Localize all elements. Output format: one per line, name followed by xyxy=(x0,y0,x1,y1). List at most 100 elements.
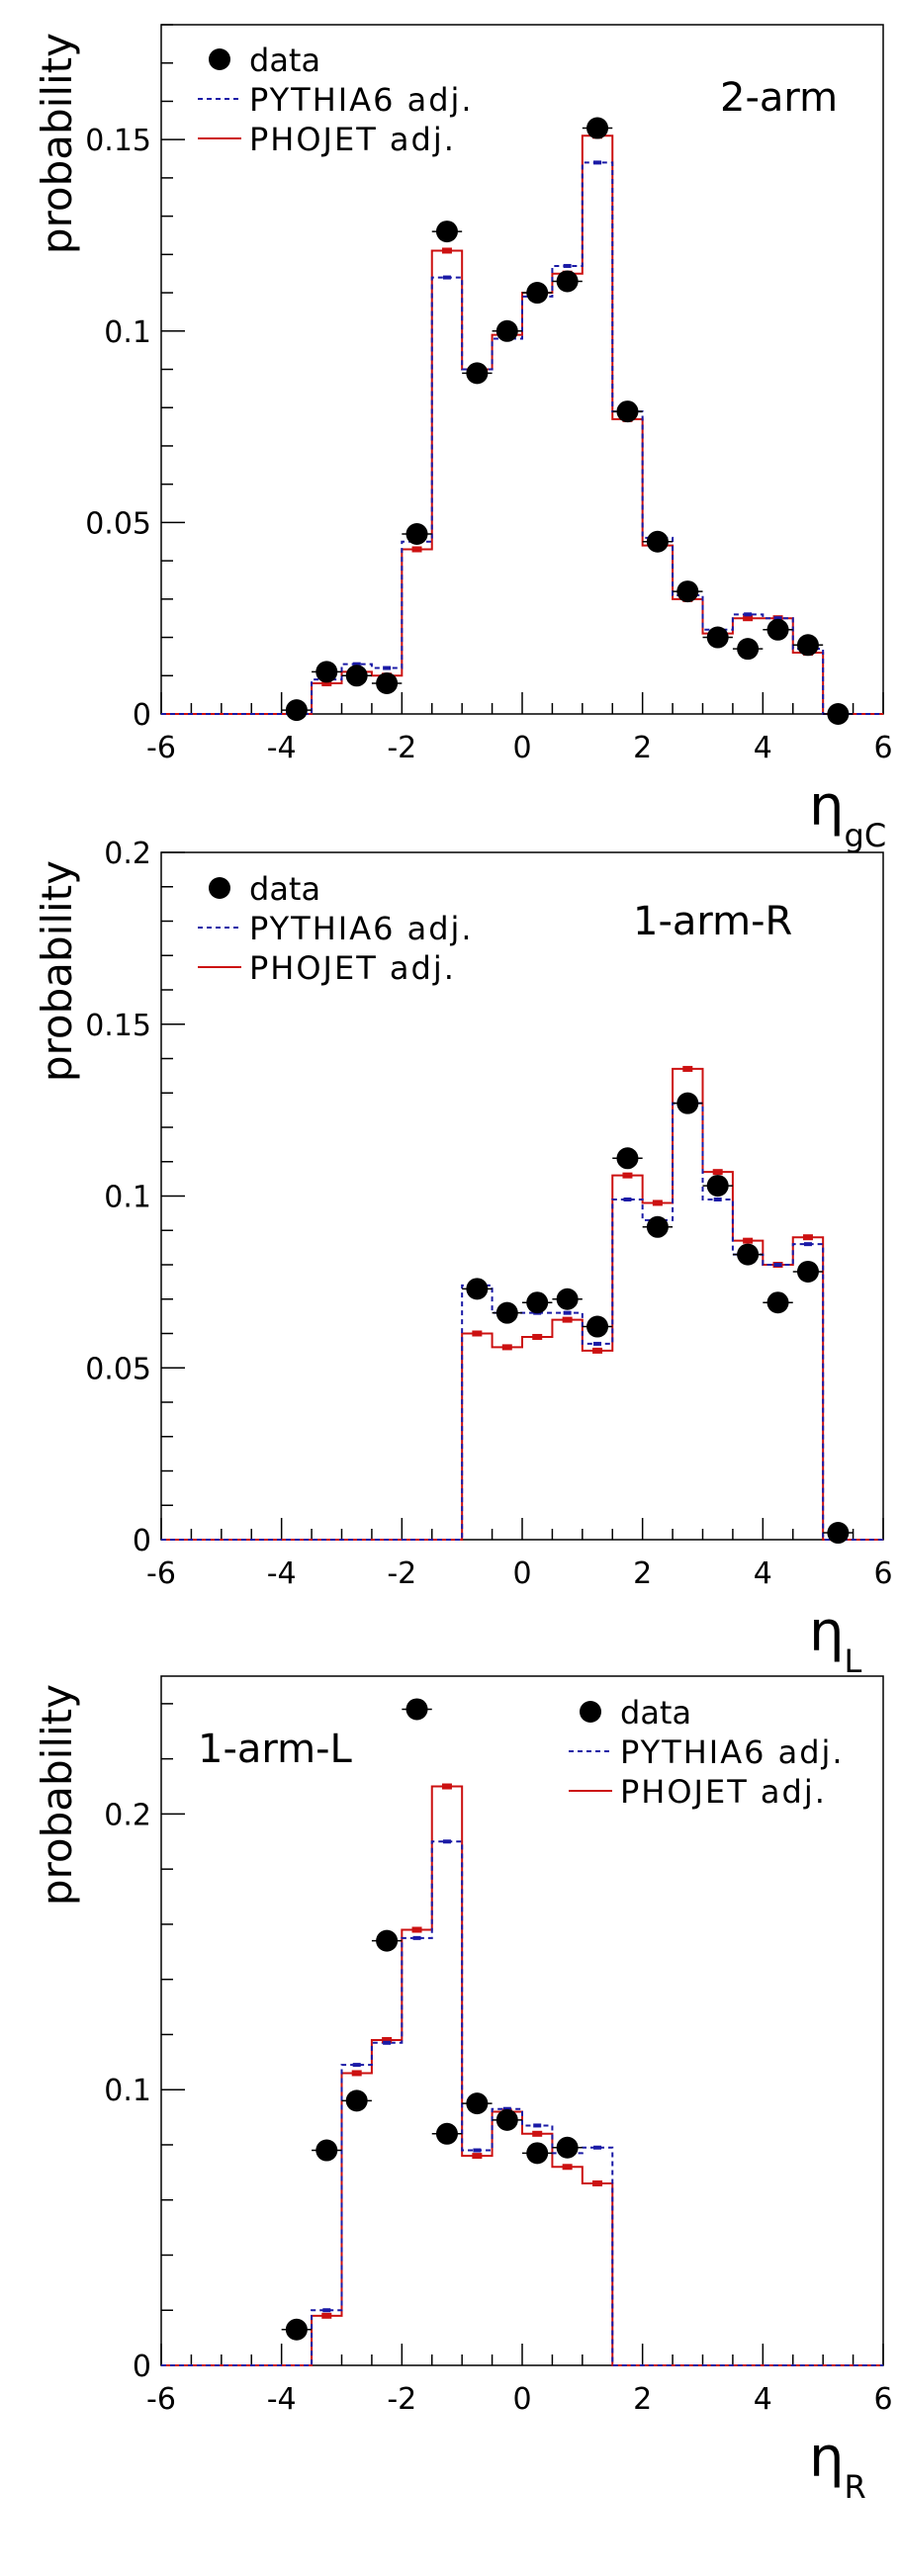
y-tick-label: 0.2 xyxy=(104,1798,151,1832)
data-point xyxy=(526,1291,549,1314)
y-tick-label: 0.2 xyxy=(104,837,151,871)
phojet-bin-marker xyxy=(532,1333,543,1340)
data-point xyxy=(495,319,518,342)
data-point xyxy=(796,634,819,657)
phojet-bin-marker xyxy=(622,1172,633,1179)
y-tick-label: 0.15 xyxy=(85,1009,151,1043)
panel-label: 1-arm-L xyxy=(198,1727,353,1772)
data-point xyxy=(616,400,639,423)
chart-panel-2: -6 -4 -2 0 2 4 6 0 0.05 0.1 0.15 0.2 probability ηL 1-… xyxy=(33,837,893,1680)
data-point xyxy=(646,530,669,553)
y-tick-label: 0.05 xyxy=(85,506,151,541)
x-tick-label: 2 xyxy=(633,1556,652,1591)
data-point xyxy=(405,523,428,546)
data-point xyxy=(285,699,308,722)
data-point xyxy=(376,1929,399,1952)
legend-data-marker xyxy=(580,1701,601,1723)
phojet-bin-marker xyxy=(743,1237,754,1244)
phojet-bin-marker xyxy=(472,2153,483,2160)
x-axis-label-main: η xyxy=(809,1600,845,1664)
x-tick-label: -2 xyxy=(387,1556,416,1591)
legend-label: PYTHIA6 adj. xyxy=(620,1733,845,1771)
data-point xyxy=(376,672,399,695)
phojet-bin-marker xyxy=(592,1347,603,1354)
legend-label: data xyxy=(620,1694,691,1732)
pythia6-bin-marker xyxy=(593,1341,602,1346)
data-point xyxy=(676,580,699,603)
data-point xyxy=(796,1260,819,1283)
x-tick-label: 2 xyxy=(633,731,652,765)
data-points xyxy=(281,117,854,725)
pythia6-bin-marker xyxy=(803,1242,812,1247)
phojet-bin-marker xyxy=(501,1344,512,1351)
x-axis-label-main: η xyxy=(809,2426,845,2490)
y-axis: 0 0.1 0.2 xyxy=(104,1703,185,2384)
y-axis: 0 0.05 0.1 0.15 0.2 xyxy=(85,837,185,1558)
y-axis: 0 0.05 0.1 0.15 xyxy=(85,24,185,733)
pythia6-bin-marker xyxy=(502,2106,511,2111)
data-point xyxy=(315,2139,338,2162)
legend-data-marker xyxy=(209,877,230,899)
data-point xyxy=(766,1291,789,1314)
y-tick-label: 0 xyxy=(133,2350,151,2384)
x-tick-label: 2 xyxy=(633,2382,652,2417)
pythia6-bin-marker xyxy=(593,2145,602,2150)
phojet-bin-marker xyxy=(411,546,422,553)
data-point xyxy=(466,1278,489,1300)
legend-label: PYTHIA6 adj. xyxy=(249,910,474,947)
phojet-bin-marker xyxy=(351,2070,362,2077)
mc-error-markers xyxy=(472,1065,813,1354)
x-tick-label: -4 xyxy=(267,2382,297,2417)
legend-label: data xyxy=(249,870,320,908)
x-axis-label-sub: gC xyxy=(845,817,887,854)
data-point xyxy=(556,1288,579,1310)
pythia6-bin-marker xyxy=(563,263,572,268)
pythia6-histogram-line xyxy=(161,161,883,715)
data-point xyxy=(827,1522,850,1545)
pythia6-bin-marker xyxy=(412,1935,421,1940)
mc-error-markers xyxy=(321,1783,603,2319)
x-tick-label: 4 xyxy=(754,731,772,765)
panel-label: 2-arm xyxy=(720,75,838,121)
y-axis-label: probability xyxy=(33,860,81,1082)
x-tick-label: -6 xyxy=(146,731,176,765)
phojet-bin-marker xyxy=(592,2179,603,2186)
pythia6-bin-marker xyxy=(383,666,392,670)
x-tick-label: 4 xyxy=(754,2382,772,2417)
phojet-histogram-line xyxy=(161,1785,883,2366)
phojet-bin-marker xyxy=(802,1234,813,1241)
data-point xyxy=(556,270,579,293)
x-axis-label-sub: L xyxy=(845,1643,862,1680)
data-point xyxy=(586,1315,609,1338)
pythia6-bin-marker xyxy=(473,2148,482,2153)
phojet-bin-marker xyxy=(562,2164,573,2171)
pythia6-bin-marker xyxy=(533,2123,542,2128)
data-point xyxy=(466,362,489,385)
pythia6-bin-marker xyxy=(383,2040,392,2045)
panel-label: 1-arm-R xyxy=(633,899,792,944)
x-axis-label: ηR xyxy=(809,2426,866,2506)
data-point xyxy=(435,221,458,243)
data-point xyxy=(616,1147,639,1170)
y-tick-label: 0 xyxy=(133,698,151,733)
pythia6-bin-marker xyxy=(442,1839,451,1844)
x-tick-label: 6 xyxy=(873,731,892,765)
data-point xyxy=(706,1175,729,1198)
x-tick-label: -6 xyxy=(146,1556,176,1591)
x-tick-label: -2 xyxy=(387,2382,416,2417)
pythia6-bin-marker xyxy=(442,275,451,280)
data-point xyxy=(766,618,789,641)
y-tick-label: 0 xyxy=(133,1524,151,1558)
x-tick-label: -4 xyxy=(267,731,297,765)
data-point xyxy=(676,1092,699,1114)
pythia6-bin-marker xyxy=(713,1197,722,1201)
y-tick-label: 0.1 xyxy=(104,1181,151,1215)
data-points xyxy=(281,1698,583,2341)
data-point xyxy=(345,665,368,687)
x-axis: -6 -4 -2 0 2 4 6 xyxy=(146,1518,893,1591)
legend-label: PHOJET adj. xyxy=(249,949,456,987)
data-point xyxy=(827,703,850,725)
phojet-bin-marker xyxy=(441,247,452,254)
